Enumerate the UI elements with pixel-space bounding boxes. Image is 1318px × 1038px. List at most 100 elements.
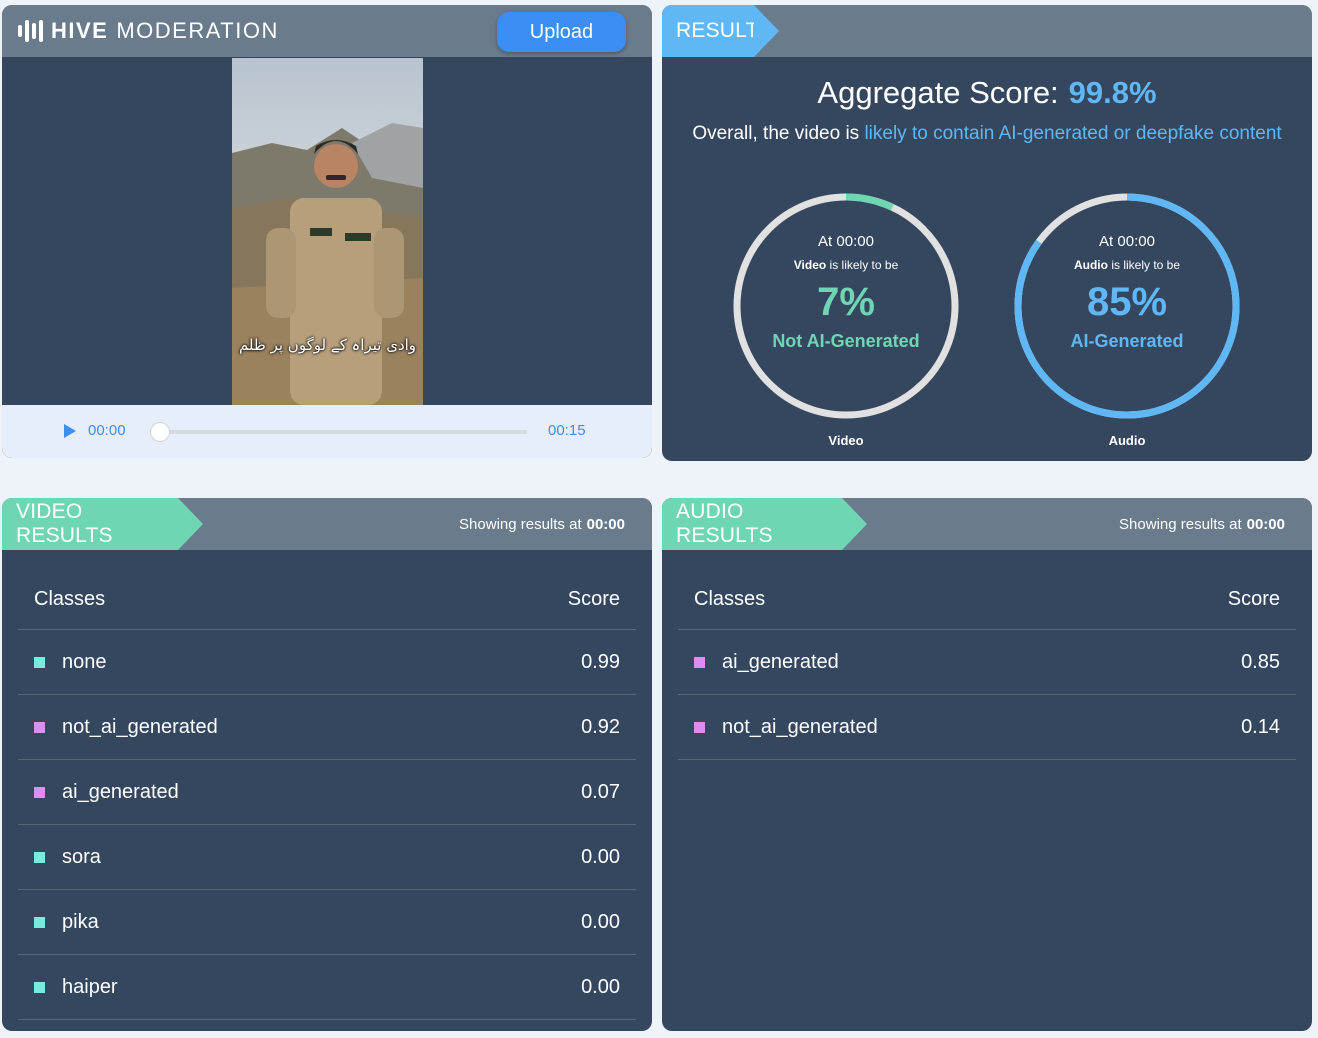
video-results-table: none 0.99 not_ai_generated 0.92 ai_generated… <box>18 630 636 1020</box>
audio-ring-likely: Audio is likely to be <box>1012 258 1242 272</box>
table-row: ai_generated 0.85 <box>678 630 1296 695</box>
result-panel-header: RESULT <box>662 5 1312 57</box>
row-score: 0.92 <box>581 715 620 738</box>
aggregate-value: 99.8% <box>1068 75 1157 110</box>
aggregate-score: Aggregate Score: 99.8% <box>662 75 1312 111</box>
video-player-controls: 00:00 00:15 <box>2 405 652 458</box>
audio-ring-subject: Audio <box>1073 258 1108 272</box>
row-class: not_ai_generated <box>34 716 218 739</box>
row-score: 0.07 <box>581 780 620 803</box>
video-ring-subject: Video <box>793 258 827 272</box>
video-ring-likely-text: is likely to be <box>826 258 899 272</box>
video-ring-arc <box>733 193 959 419</box>
row-score: 0.00 <box>581 910 620 933</box>
play-icon[interactable] <box>64 424 76 438</box>
aggregate-label: Aggregate Score: <box>817 75 1059 110</box>
row-class: none <box>34 651 107 674</box>
tag-arrow-icon <box>178 498 203 550</box>
table-row: sora 0.00 <box>18 825 636 890</box>
upload-button[interactable]: Upload <box>497 12 626 52</box>
row-class-label: not_ai_generated <box>722 715 878 738</box>
row-class-label: ai_generated <box>722 650 839 673</box>
class-color-swatch <box>694 656 705 668</box>
audio-ring-class: AI-Generated <box>1070 331 1184 351</box>
showing-prefix: Showing results at <box>459 515 582 533</box>
video-ring-class: Not AI-Generated <box>772 331 920 351</box>
waveform-bars-icon <box>18 20 43 42</box>
row-class-label: sora <box>62 845 101 868</box>
audio-results-header: AUDIO RESULTS Showing results at 00:00 <box>662 498 1312 550</box>
class-color-swatch <box>34 786 45 798</box>
audio-ring-text: At 00:00 Audio is likely to be 85% AI-Ge… <box>1012 233 1242 352</box>
tag-arrow-icon <box>754 5 779 57</box>
video-ring-chart <box>733 193 959 419</box>
row-class-label: not_ai_generated <box>62 715 218 738</box>
col-classes: Classes <box>694 588 766 610</box>
class-color-swatch <box>34 721 45 733</box>
table-row: none 0.99 <box>18 630 636 695</box>
class-color-swatch <box>694 721 705 733</box>
video-upload-panel: HIVE MODERATION Upload وادی تیراہ کے لوگ… <box>2 5 652 458</box>
video-ring-likely: Video is likely to be <box>731 258 961 272</box>
row-score: 0.99 <box>581 650 620 673</box>
audio-ring-time: At 00:00 <box>1099 233 1155 250</box>
current-time: 00:00 <box>88 422 126 439</box>
class-color-swatch <box>34 981 45 993</box>
showing-time: 00:00 <box>586 515 625 533</box>
table-row: not_ai_generated 0.14 <box>678 695 1296 760</box>
seek-track[interactable] <box>160 430 527 434</box>
row-class: ai_generated <box>694 651 839 674</box>
audio-ring-chart <box>1014 193 1240 419</box>
row-class: ai_generated <box>34 781 179 804</box>
row-score: 0.00 <box>581 975 620 998</box>
audio-ring-likely-text: is likely to be <box>1107 258 1181 272</box>
brand-name-light: MODERATION <box>116 18 279 43</box>
row-score: 0.14 <box>1241 715 1280 738</box>
video-results-tag-label: VIDEO RESULTS <box>16 500 113 547</box>
tag-arrow-icon <box>842 498 867 550</box>
audio-ring-percent: 85% <box>1086 280 1168 324</box>
video-results-header: VIDEO RESULTS Showing results at 00:00 <box>2 498 652 550</box>
result-panel: RESULT Aggregate Score: 99.8% Overall, th… <box>662 5 1312 461</box>
row-class: sora <box>34 846 101 869</box>
row-score: 0.85 <box>1241 650 1280 673</box>
brand-name-bold: HIVE <box>51 18 109 43</box>
showing-time: 00:00 <box>1246 515 1285 533</box>
audio-results-tag: AUDIO RESULTS <box>662 498 867 550</box>
overall-prefix: Overall, the video is <box>692 123 865 144</box>
upload-panel-header: HIVE MODERATION Upload <box>2 5 652 57</box>
overall-highlight: likely to contain AI-generated or deepfa… <box>864 123 1282 144</box>
brand-logo: HIVE MODERATION <box>18 5 279 57</box>
seek-handle[interactable] <box>150 422 170 442</box>
video-thumbnail-image <box>232 123 423 405</box>
row-class-label: ai_generated <box>62 780 179 803</box>
class-color-swatch <box>34 656 45 668</box>
col-score: Score <box>1227 588 1280 610</box>
video-preview[interactable]: وادی تیراہ کے لوگوں پر ظلم <box>232 58 423 405</box>
video-showing-at: Showing results at 00:00 <box>459 498 625 550</box>
audio-ring-arc <box>1014 193 1240 419</box>
audio-table-header: Classes Score <box>678 570 1296 630</box>
table-row: not_ai_generated 0.92 <box>18 695 636 760</box>
audio-score-ring: At 00:00 Audio is likely to be 85% AI-Ge… <box>1012 191 1242 421</box>
col-classes: Classes <box>34 588 106 610</box>
class-color-swatch <box>34 916 45 928</box>
row-class: pika <box>34 911 99 934</box>
table-row: pika 0.00 <box>18 890 636 955</box>
video-subtitle-caption: وادی تیراہ کے لوگوں پر ظلم <box>238 336 417 354</box>
video-table-header: Classes Score <box>18 570 636 630</box>
audio-results-tag-label: AUDIO RESULTS <box>676 500 773 547</box>
duration-time: 00:15 <box>548 422 586 439</box>
row-score: 0.00 <box>581 845 620 868</box>
showing-prefix: Showing results at <box>1119 515 1242 533</box>
video-score-ring: At 00:00 Video is likely to be 7% Not AI… <box>731 191 961 421</box>
video-ring-text: At 00:00 Video is likely to be 7% Not AI… <box>731 233 961 352</box>
class-color-swatch <box>34 851 45 863</box>
row-class-label: none <box>62 650 107 673</box>
audio-results-panel: AUDIO RESULTS Showing results at 00:00 Cl… <box>662 498 1312 1031</box>
row-class: haiper <box>34 976 118 999</box>
video-results-tag: VIDEO RESULTS <box>2 498 203 550</box>
table-row: haiper 0.00 <box>18 955 636 1020</box>
result-tag: RESULT <box>662 5 779 57</box>
row-class: not_ai_generated <box>694 716 878 739</box>
